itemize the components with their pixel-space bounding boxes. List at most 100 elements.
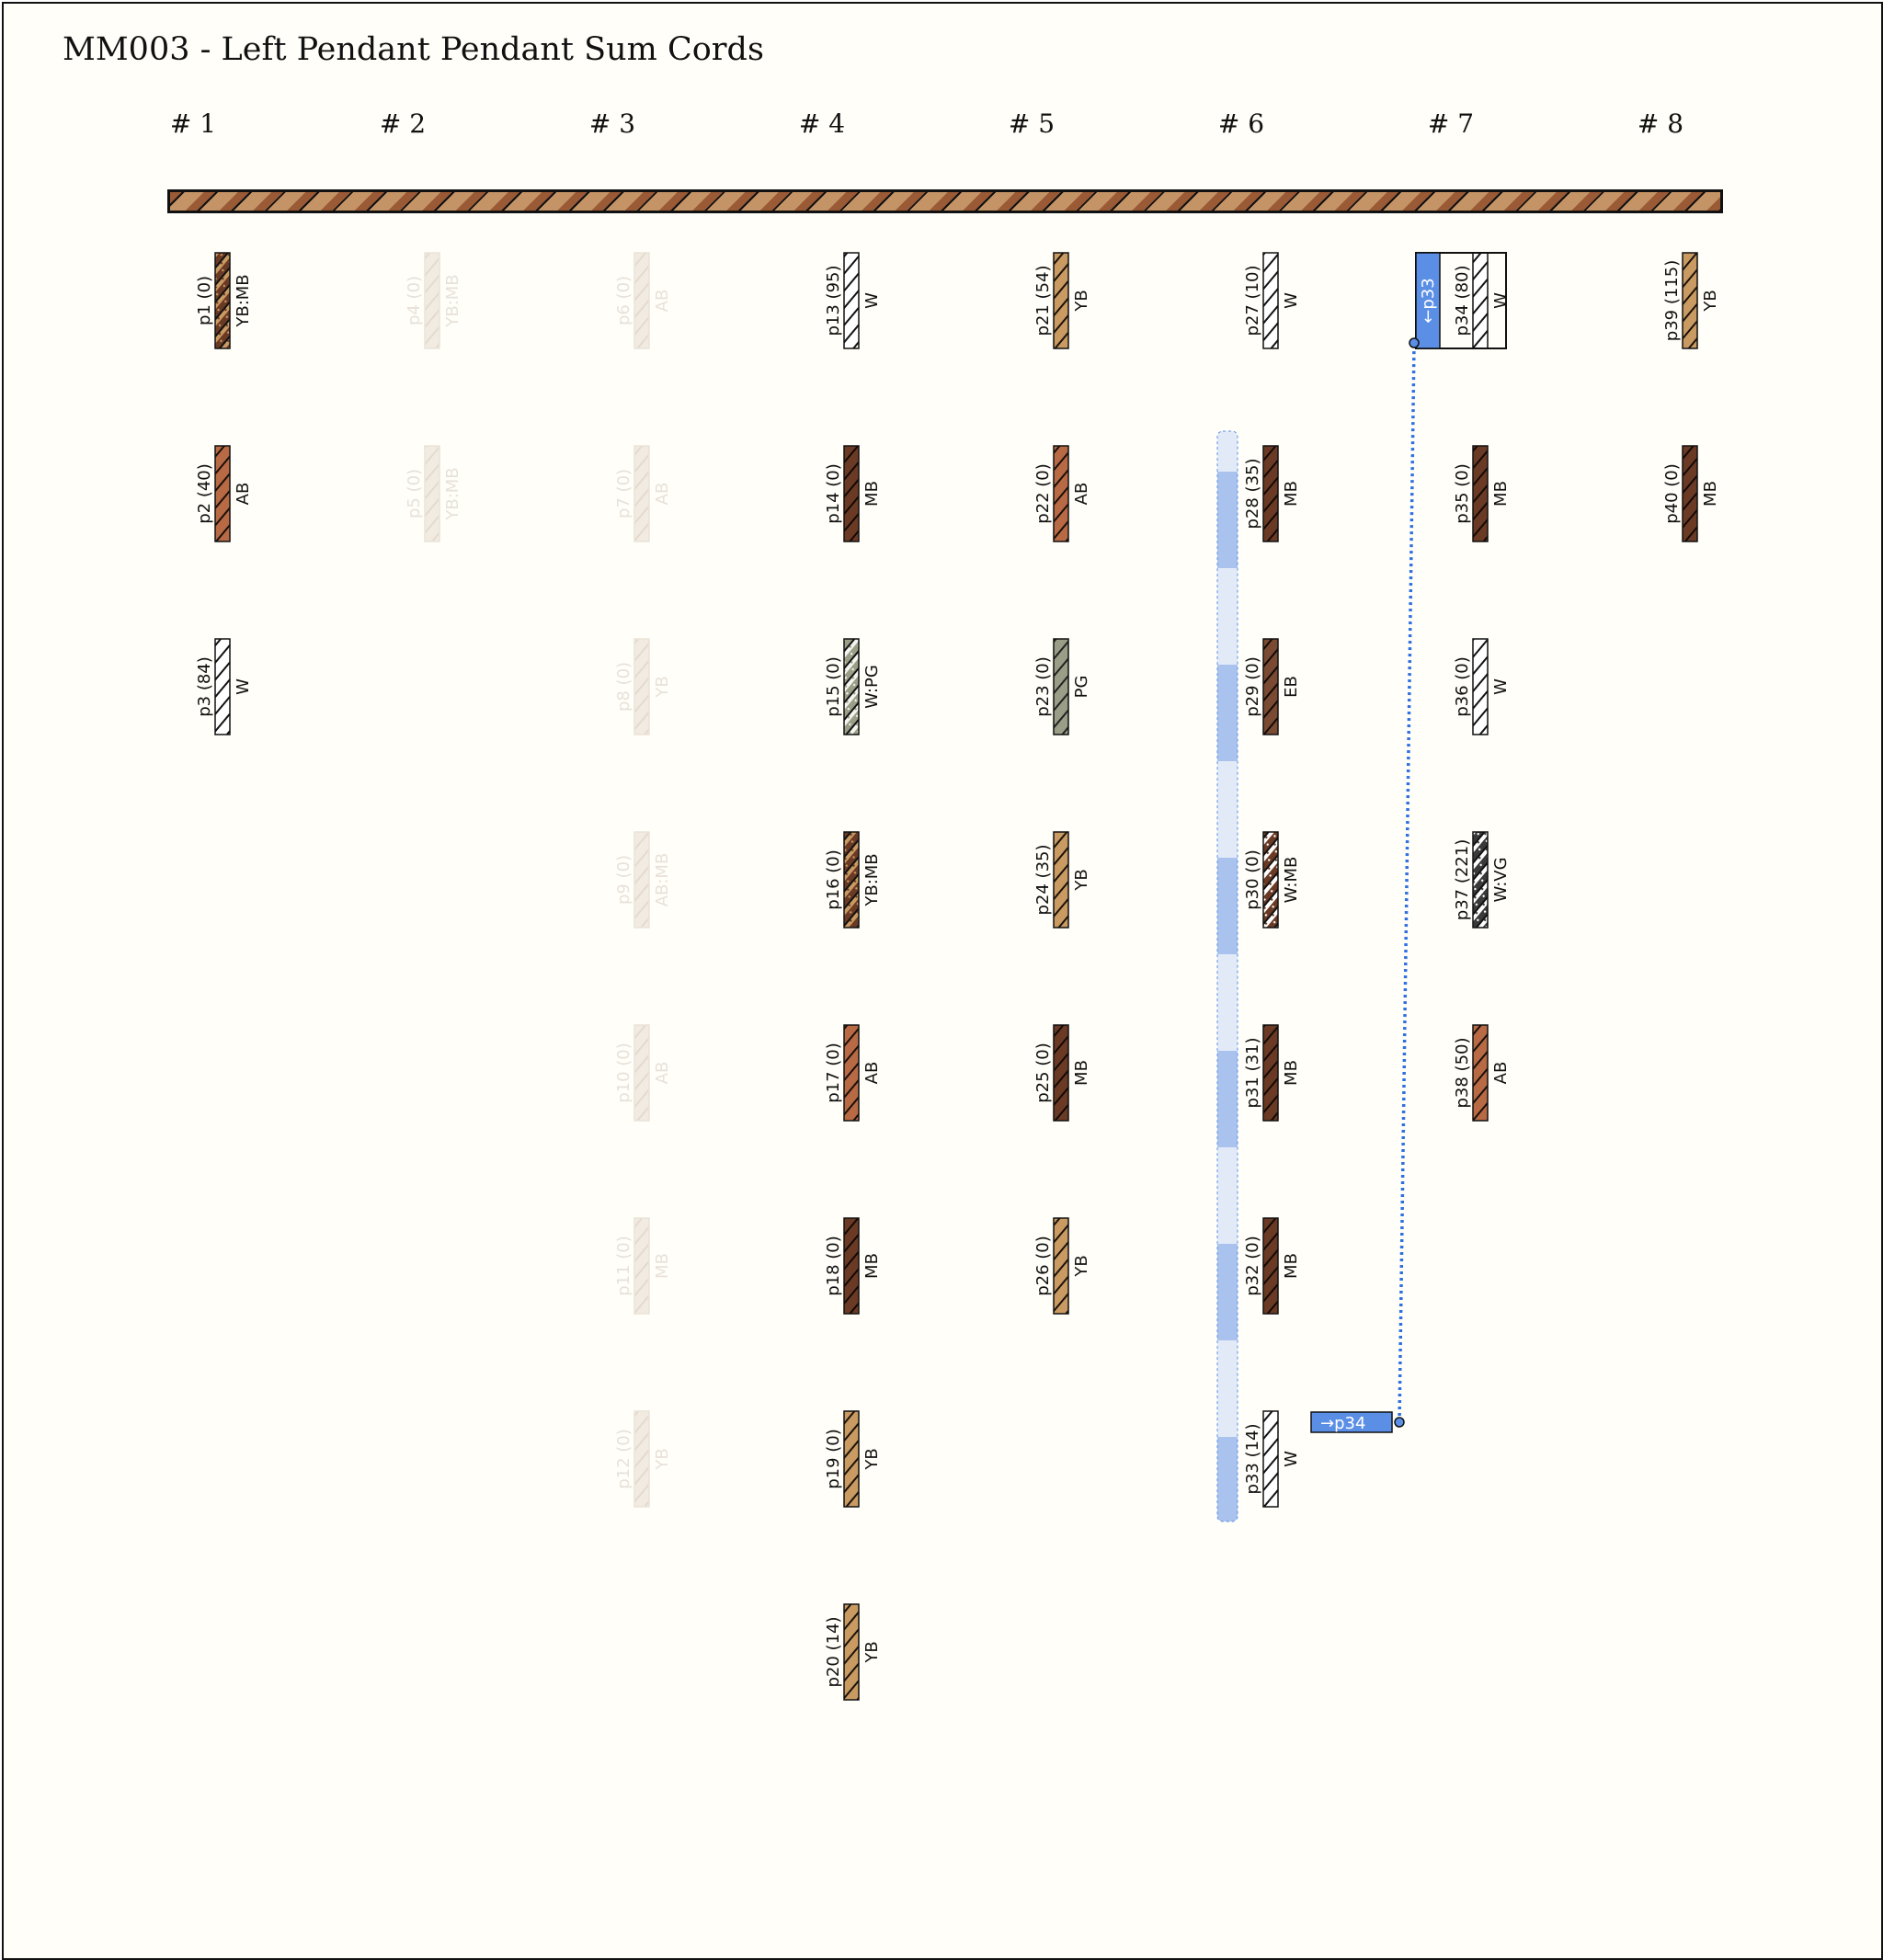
pendant-p35[interactable]: p35 (0) MB <box>1453 445 1511 542</box>
pendant-id-label: p4 (0) <box>405 276 424 325</box>
pendant-cord <box>633 638 650 735</box>
pendant-p12[interactable]: p12 (0) YB <box>614 1410 672 1508</box>
pendant-color-label: AB <box>862 1062 882 1085</box>
pendant-p18[interactable]: p18 (0) MB <box>824 1217 882 1315</box>
pendant-color-label: MB <box>1701 481 1720 507</box>
pendant-p1[interactable]: p1 (0) YB:MB <box>195 252 253 349</box>
pendant-cord <box>1472 252 1489 349</box>
pendant-p17[interactable]: p17 (0) AB <box>824 1024 882 1122</box>
pendant-p26[interactable]: p26 (0) YB <box>1033 1217 1091 1315</box>
sum-link-end-dot[interactable] <box>1409 337 1420 348</box>
pendant-p4[interactable]: p4 (0) YB:MB <box>405 252 462 349</box>
pendant-color-label: W:PG <box>862 665 882 709</box>
pendant-p21[interactable]: p21 (54) YB <box>1033 252 1091 349</box>
pendant-cord <box>1053 831 1069 929</box>
pendant-p36[interactable]: p36 (0) W <box>1453 638 1511 735</box>
pendant-p3[interactable]: p3 (84) W <box>195 638 253 735</box>
pendant-cord <box>843 1217 860 1315</box>
pendant-p23[interactable]: p23 (0) PG <box>1033 638 1091 735</box>
sum-source-tag[interactable] <box>1310 1411 1393 1433</box>
group-label-3: # 3 <box>588 108 636 139</box>
pendant-color-label: YB <box>1701 290 1720 312</box>
pendant-color-label: YB <box>862 1641 882 1663</box>
pendant-p31[interactable]: p31 (31) MB <box>1243 1024 1301 1122</box>
pendant-color-label: EB <box>1282 676 1301 698</box>
group-label-7: # 7 <box>1427 108 1475 139</box>
pendant-color-label: YB:MB <box>862 853 882 906</box>
pendant-p37[interactable]: p37 (221) W:VG <box>1453 831 1511 929</box>
pendant-id-label: p21 (54) <box>1033 265 1053 336</box>
pendant-id-label: p23 (0) <box>1033 656 1053 717</box>
pendant-id-label: p20 (14) <box>824 1616 843 1687</box>
pendant-color-label: W <box>1491 292 1511 309</box>
pendant-p20[interactable]: p20 (14) YB <box>824 1603 882 1701</box>
pendant-color-label: MB <box>862 481 882 507</box>
pendant-id-label: p33 (14) <box>1243 1423 1262 1494</box>
pendant-color-label: W <box>234 678 253 695</box>
pendant-id-label: p34 (80) <box>1453 265 1472 336</box>
pendant-p15[interactable]: p15 (0) W:PG <box>824 638 882 735</box>
pendant-p9[interactable]: p9 (0) AB:MB <box>614 831 672 929</box>
pendant-id-label: p31 (31) <box>1243 1037 1262 1108</box>
pendant-cord <box>843 1410 860 1508</box>
pendant-p11[interactable]: p11 (0) MB <box>614 1217 672 1315</box>
pendant-p2[interactable]: p2 (40) AB <box>195 445 253 542</box>
pendant-p14[interactable]: p14 (0) MB <box>824 445 882 542</box>
pendant-p28[interactable]: p28 (35) MB <box>1243 445 1301 542</box>
pendant-p25[interactable]: p25 (0) MB <box>1033 1024 1091 1122</box>
pendant-p38[interactable]: p38 (50) AB <box>1453 1024 1511 1122</box>
pendant-color-label: MB <box>1282 481 1301 507</box>
pendant-color-label: YB:MB <box>443 467 462 520</box>
pendant-cord <box>1682 445 1698 542</box>
pendant-id-label: p6 (0) <box>614 276 633 325</box>
pendant-color-label: MB <box>653 1253 672 1279</box>
pendant-cord <box>633 252 650 349</box>
pendant-p5[interactable]: p5 (0) YB:MB <box>405 445 462 542</box>
pendant-color-label: MB <box>1072 1060 1091 1086</box>
pendant-id-label: p38 (50) <box>1453 1037 1472 1108</box>
pendant-color-label: YB <box>1072 1255 1091 1277</box>
pendant-p32[interactable]: p32 (0) MB <box>1243 1217 1301 1315</box>
pendant-p7[interactable]: p7 (0) AB <box>614 445 672 542</box>
pendant-p27[interactable]: p27 (10) W <box>1243 252 1301 349</box>
pendant-p33[interactable]: p33 (14) W <box>1243 1410 1301 1508</box>
pendant-p16[interactable]: p16 (0) YB:MB <box>824 831 882 929</box>
pendant-p19[interactable]: p19 (0) YB <box>824 1410 882 1508</box>
pendant-color-label: W <box>1282 1451 1301 1467</box>
pendant-p8[interactable]: p8 (0) YB <box>614 638 672 735</box>
pendant-p39[interactable]: p39 (115) YB <box>1662 252 1720 349</box>
sum-target-tag[interactable] <box>1415 252 1441 349</box>
group-label-4: # 4 <box>798 108 846 139</box>
group-label-2: # 2 <box>379 108 427 139</box>
pendant-cord <box>633 831 650 929</box>
group-label-1: # 1 <box>169 108 217 139</box>
group-label-6: # 6 <box>1217 108 1265 139</box>
pendant-p10[interactable]: p10 (0) AB <box>614 1024 672 1122</box>
pendant-cord <box>1053 638 1069 735</box>
pendant-p29[interactable]: p29 (0) EB <box>1243 638 1301 735</box>
pendant-cord <box>633 1024 650 1122</box>
pendant-color-label: PG <box>1072 676 1091 699</box>
pendant-color-label: YB <box>1072 869 1091 891</box>
pendant-id-label: p32 (0) <box>1243 1236 1262 1296</box>
pendant-p40[interactable]: p40 (0) MB <box>1662 445 1720 542</box>
pendant-color-label: MB <box>1282 1253 1301 1279</box>
pendant-p24[interactable]: p24 (35) YB <box>1033 831 1091 929</box>
pendant-id-label: p25 (0) <box>1033 1043 1053 1103</box>
pendant-p6[interactable]: p6 (0) AB <box>614 252 672 349</box>
pendant-p22[interactable]: p22 (0) AB <box>1033 445 1091 542</box>
pendant-p13[interactable]: p13 (95) W <box>824 252 882 349</box>
pendant-color-label: YB:MB <box>443 274 462 327</box>
pendant-id-label: p37 (221) <box>1453 839 1472 920</box>
pendant-cord <box>843 445 860 542</box>
sum-link-start-dot[interactable] <box>1394 1417 1405 1428</box>
pendant-id-label: p36 (0) <box>1453 656 1472 717</box>
pendant-cord <box>1472 638 1489 735</box>
pendant-cord <box>843 638 860 735</box>
pendant-p34[interactable]: p34 (80) W <box>1453 252 1511 349</box>
sum-source-label: →p34 <box>1320 1414 1365 1433</box>
pendant-p30[interactable]: p30 (0) W:MB <box>1243 831 1301 929</box>
pendant-id-label: p18 (0) <box>824 1236 843 1296</box>
